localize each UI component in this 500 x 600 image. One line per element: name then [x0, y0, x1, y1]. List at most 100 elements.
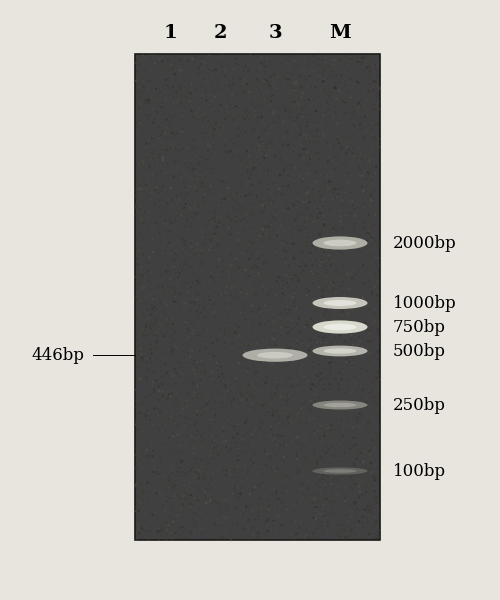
Point — [357, 393, 365, 403]
Point — [367, 173, 375, 182]
Point — [278, 521, 286, 530]
Point — [230, 75, 238, 85]
Point — [220, 481, 228, 490]
Point — [310, 271, 318, 280]
Point — [368, 424, 376, 434]
Point — [257, 350, 265, 359]
Point — [342, 360, 350, 370]
Point — [347, 233, 355, 243]
Point — [171, 255, 179, 265]
Point — [193, 175, 201, 184]
Point — [222, 501, 230, 511]
Point — [351, 499, 359, 509]
Point — [276, 439, 283, 449]
Point — [348, 396, 356, 406]
Point — [321, 86, 329, 95]
Point — [250, 288, 258, 298]
Point — [313, 502, 321, 512]
Point — [306, 159, 314, 169]
Point — [360, 522, 368, 532]
Point — [310, 514, 318, 523]
Point — [142, 415, 150, 424]
Point — [359, 506, 367, 515]
Point — [326, 379, 334, 388]
Point — [166, 184, 174, 193]
Point — [184, 211, 192, 221]
Point — [269, 226, 277, 235]
Point — [354, 499, 362, 508]
Point — [238, 479, 246, 488]
Point — [266, 430, 274, 439]
Point — [193, 65, 201, 74]
Point — [289, 251, 297, 261]
Point — [284, 305, 292, 315]
Point — [192, 233, 200, 242]
Point — [186, 523, 194, 533]
Point — [247, 70, 255, 79]
Point — [338, 379, 345, 388]
Point — [356, 422, 364, 432]
Point — [201, 431, 209, 440]
Point — [277, 125, 285, 134]
Point — [321, 244, 329, 253]
Point — [271, 437, 279, 447]
Point — [325, 250, 333, 260]
Point — [356, 520, 364, 529]
Point — [334, 278, 342, 287]
Point — [224, 334, 232, 343]
Point — [242, 503, 250, 513]
Point — [195, 219, 203, 229]
Point — [334, 226, 342, 235]
Point — [312, 506, 320, 516]
Point — [132, 244, 140, 253]
Point — [290, 254, 298, 263]
Point — [337, 88, 345, 97]
Point — [322, 265, 330, 275]
Point — [359, 351, 367, 361]
Point — [170, 431, 177, 441]
Point — [368, 160, 376, 169]
Point — [158, 421, 166, 430]
Point — [332, 94, 340, 103]
Point — [312, 471, 320, 481]
Point — [352, 167, 360, 177]
Point — [248, 317, 256, 327]
Point — [145, 205, 153, 215]
Point — [324, 154, 332, 163]
Point — [210, 248, 218, 257]
Point — [198, 64, 206, 74]
Point — [344, 456, 351, 466]
Point — [363, 403, 371, 412]
Point — [345, 343, 353, 352]
Point — [280, 308, 287, 318]
Point — [142, 139, 150, 148]
Point — [242, 473, 250, 482]
Point — [216, 395, 224, 405]
Point — [198, 266, 206, 276]
Point — [240, 414, 248, 424]
Point — [181, 231, 189, 241]
Point — [288, 70, 296, 79]
Point — [369, 484, 377, 494]
Point — [266, 390, 274, 400]
Point — [162, 310, 170, 319]
Point — [179, 430, 187, 440]
Point — [285, 272, 293, 282]
Point — [183, 324, 191, 334]
Point — [132, 402, 140, 412]
Point — [302, 213, 310, 223]
Point — [376, 84, 384, 94]
Point — [230, 300, 238, 310]
Point — [194, 232, 202, 241]
Point — [166, 50, 174, 60]
Point — [348, 92, 356, 101]
Point — [224, 504, 232, 514]
Point — [174, 494, 182, 504]
Point — [162, 134, 170, 143]
Point — [306, 227, 314, 237]
Point — [370, 104, 378, 114]
Point — [357, 448, 365, 457]
Point — [159, 471, 167, 481]
Point — [219, 108, 227, 118]
Point — [156, 143, 164, 153]
